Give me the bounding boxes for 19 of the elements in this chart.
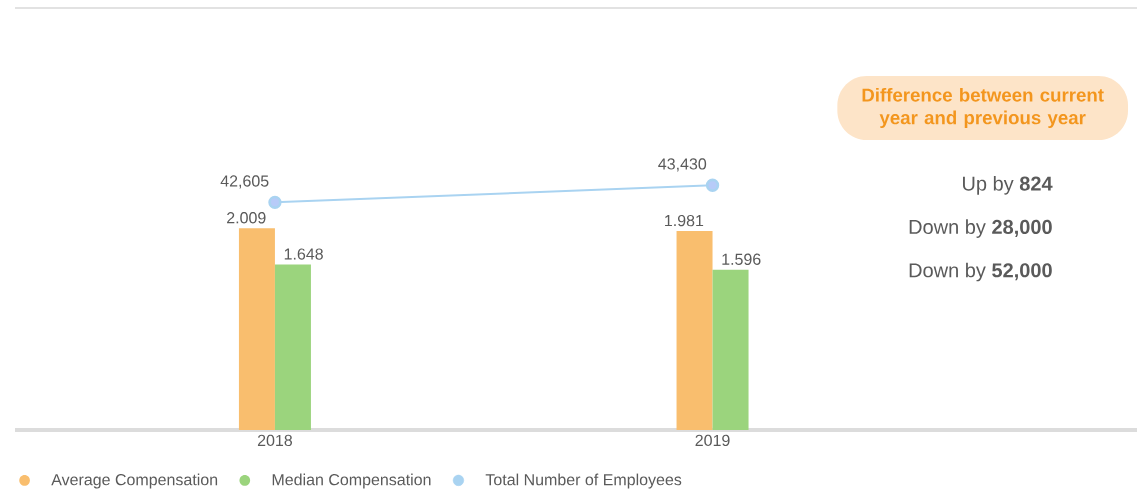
bar (274, 264, 311, 430)
bar (676, 230, 713, 430)
legend-label: Total Number of Employees (485, 473, 682, 489)
annotation: Down by 28,000 (909, 219, 1052, 238)
x-tick-label: 2018 (257, 434, 293, 447)
data-label: 43,430 (658, 158, 707, 172)
data-label: 1.648 (284, 248, 323, 260)
x-tick-label: 2019 (695, 434, 730, 447)
annotation: Up by 824 (963, 176, 1053, 195)
legend-label: Median Compensation (272, 473, 431, 489)
annotation: Difference between current year and previous year (862, 87, 1104, 129)
bar (712, 269, 749, 430)
annotation: Down by 52,000 (909, 262, 1052, 282)
data-label: 1.981 (665, 214, 704, 227)
data-label: 2.009 (227, 212, 266, 224)
data-label: 42,605 (220, 175, 269, 189)
bar (238, 228, 275, 430)
data-label: 1.596 (722, 253, 761, 265)
legend-label: Average Compensation (51, 473, 218, 489)
